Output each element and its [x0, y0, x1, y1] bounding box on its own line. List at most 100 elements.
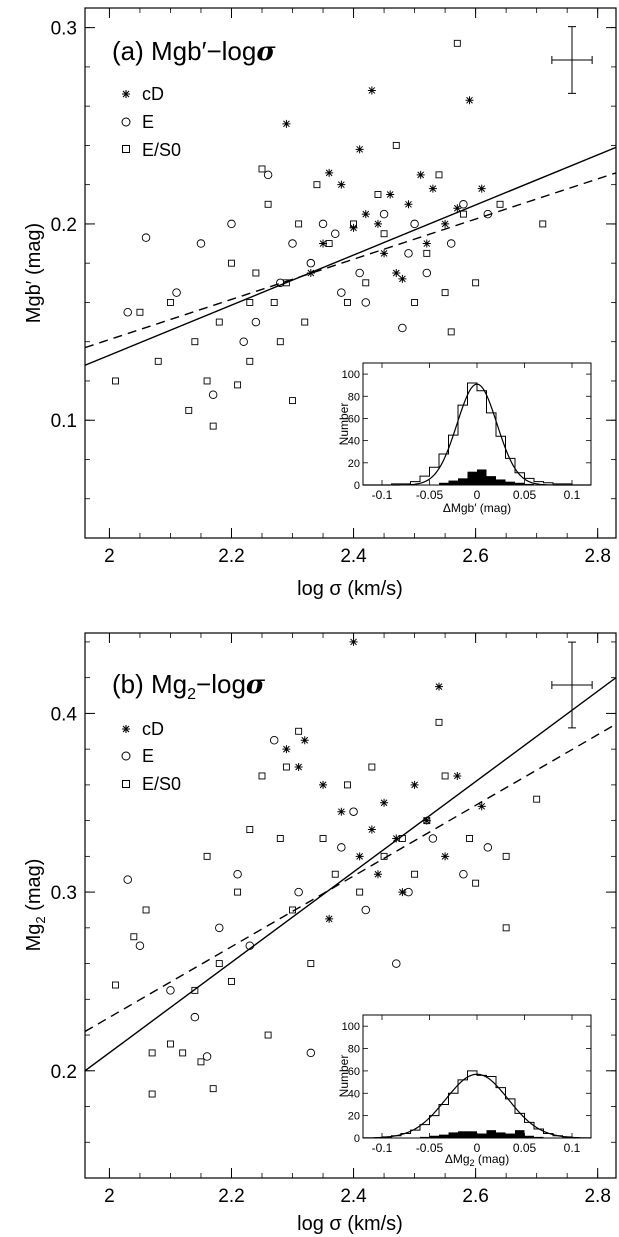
point-es0	[362, 279, 370, 287]
point-cd	[386, 190, 395, 199]
hist-bar-cd	[524, 483, 534, 485]
legend-marker-cd	[122, 725, 130, 733]
point-es0	[374, 191, 382, 198]
panel-a-inset-histogram: -0.1 -0.05 0 0.05 0.1 0 20 40 60 80 100 ΔMgb′ (mag…	[337, 362, 592, 515]
hist-bar-cd	[448, 480, 458, 485]
point-cd	[373, 870, 382, 879]
inset-b-xlabel: ΔMg2 (mag)	[445, 1152, 509, 1168]
fit-line-dashed	[85, 172, 616, 349]
point-cd	[441, 219, 450, 228]
point-es0	[343, 298, 351, 306]
point-es0	[502, 924, 510, 932]
point-cd	[398, 888, 407, 897]
point-e	[330, 229, 340, 238]
point-es0	[112, 981, 119, 989]
point-es0	[270, 298, 278, 306]
hist-bar-cd	[467, 471, 477, 485]
inset-x-tick-label: 0	[474, 488, 481, 502]
point-es0	[185, 406, 193, 414]
legend-label-e: E	[142, 746, 154, 766]
y-tick-label: 0.2	[51, 215, 77, 236]
point-cd	[422, 239, 431, 248]
point-e	[196, 239, 206, 248]
point-es0	[423, 249, 431, 257]
point-es0	[392, 141, 400, 149]
panel-b-ylabel: Mg2 (mag)	[23, 859, 48, 952]
point-cd	[465, 96, 474, 105]
point-cd	[392, 269, 401, 277]
inset-x-tick-label: -0.05	[416, 488, 444, 502]
point-cd	[373, 219, 382, 228]
y-tick-label: 0.2	[51, 1062, 77, 1083]
point-cd	[282, 119, 291, 128]
inset-a-ylabel: Number	[337, 403, 351, 446]
hist-bar-cd	[429, 1135, 439, 1138]
point-cd	[422, 816, 431, 825]
point-e	[404, 887, 413, 897]
point-e	[269, 735, 279, 745]
point-e	[294, 887, 303, 897]
point-es0	[148, 1090, 156, 1098]
point-cd	[349, 637, 358, 646]
gaussian-fit-curve	[363, 1073, 591, 1139]
hist-bar-cd	[515, 1130, 525, 1138]
point-es0	[459, 210, 467, 218]
point-es0	[215, 960, 223, 968]
point-e	[123, 875, 132, 884]
point-e	[483, 843, 493, 852]
legend-marker-cd	[122, 90, 130, 98]
point-cd	[361, 210, 370, 219]
inset-y-tick-label: 0	[354, 480, 360, 492]
point-es0	[142, 906, 150, 914]
panel-b-xlabel: log σ (km/s)	[297, 1213, 403, 1235]
point-e	[306, 1048, 316, 1058]
legend-label-es0: E/S0	[142, 140, 181, 160]
point-es0	[356, 888, 364, 896]
x-tick-label: 2.6	[462, 546, 488, 567]
inset-y-tick-label: 40	[348, 1088, 360, 1100]
point-es0	[179, 1049, 187, 1057]
point-e	[166, 986, 175, 995]
point-cd	[306, 269, 315, 277]
point-es0	[496, 200, 504, 208]
hist-bar-cd	[458, 478, 468, 485]
point-e	[361, 905, 371, 915]
point-es0	[246, 298, 254, 306]
panel-a-error-bar	[551, 26, 593, 94]
point-e	[233, 869, 242, 879]
point-es0	[411, 298, 419, 306]
point-e	[141, 233, 151, 242]
hist-bar-cd	[439, 482, 449, 485]
panel-a-legend: cD E E/S0	[121, 84, 181, 160]
hist-outline-all	[382, 382, 573, 486]
point-es0	[228, 977, 235, 985]
hist-bar-cd	[486, 476, 496, 485]
hist-bar-cd	[496, 1132, 506, 1138]
point-e	[251, 317, 261, 327]
panel-b-frame	[84, 632, 617, 1179]
point-e	[459, 869, 468, 879]
panel-a-title: (a) Mgb′−logσ	[112, 36, 276, 67]
point-cd	[367, 825, 376, 834]
panel-a-ylabel: Mgb′ (mag)	[23, 223, 45, 323]
legend-marker-es0	[122, 145, 130, 153]
point-e	[227, 219, 236, 229]
point-es0	[166, 298, 174, 306]
inset-y-tick-label: 100	[342, 369, 360, 381]
panel-b-inset-histogram: -0.1 -0.05 0 0.05 0.1 0 20 40 60 80 100 ΔMg2 (mag)…	[337, 1014, 592, 1168]
point-es0	[166, 1040, 174, 1048]
inset-x-tick-label: 0.1	[564, 488, 581, 502]
point-es0	[276, 835, 284, 842]
point-e	[318, 219, 328, 229]
point-es0	[325, 240, 333, 248]
point-es0	[191, 986, 199, 994]
point-cd	[349, 223, 358, 232]
panel-a-axes: 2 2.2 2.4 2.6 2.8 0.1 0.2 0.3	[51, 8, 616, 567]
y-tick-label: 0.3	[51, 883, 77, 904]
hist-bar-cd	[505, 1133, 515, 1138]
hist-bar-cd	[477, 469, 487, 485]
inset-x-tick-label: -0.1	[372, 1141, 393, 1155]
point-e	[422, 268, 432, 278]
point-e	[446, 239, 456, 248]
point-cd	[325, 914, 334, 923]
